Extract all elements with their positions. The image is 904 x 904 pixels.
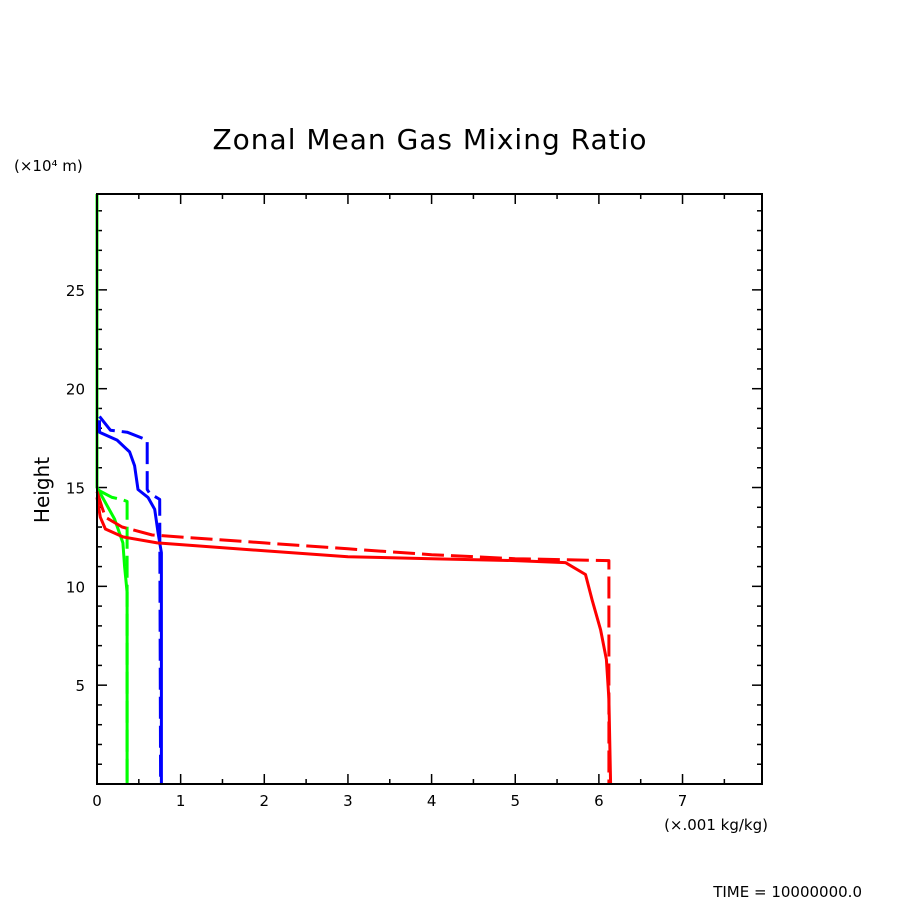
x-tick-label: 0 — [92, 792, 102, 810]
x-tick-label: 4 — [427, 792, 437, 810]
x-tick-label: 7 — [678, 792, 688, 810]
series-line-4-solid — [95, 497, 613, 785]
x-tick-label: 3 — [343, 792, 353, 810]
y-tick-label: 20 — [66, 381, 85, 399]
y-tick-label: 25 — [66, 282, 85, 300]
time-label: TIME = 10000000.0 — [712, 883, 862, 901]
y-tick-label: 15 — [66, 480, 85, 498]
x-tick-label: 2 — [260, 792, 270, 810]
series-line-1-dashed — [96, 488, 129, 784]
x-tick-label: 1 — [176, 792, 186, 810]
chart-title: Zonal Mean Gas Mixing Ratio — [212, 123, 647, 156]
y-axis-label: Height — [30, 457, 54, 523]
series-line-0-solid — [95, 194, 129, 784]
plot-frame — [96, 193, 763, 785]
y-unit-label: (×10⁴ m) — [14, 157, 83, 175]
y-tick-label: 5 — [75, 677, 85, 695]
series-line-5-dashed — [95, 491, 611, 784]
y-tick-label: 10 — [66, 578, 85, 596]
x-tick-label: 5 — [510, 792, 520, 810]
series-line-3-dashed — [98, 415, 163, 785]
series-line-2-solid — [98, 420, 163, 784]
x-tick-label: 6 — [594, 792, 604, 810]
x-axis-label: (×.001 kg/kg) — [664, 816, 768, 834]
